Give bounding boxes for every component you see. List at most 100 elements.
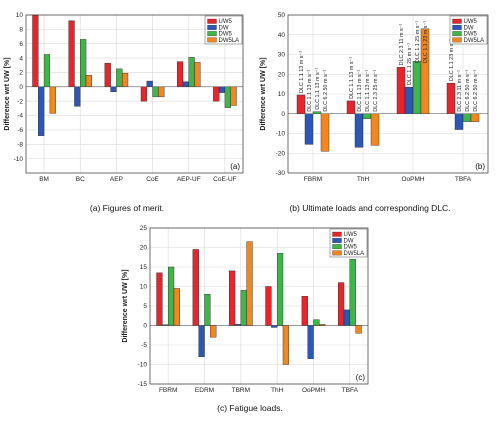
y-tick-label: 4: [19, 55, 23, 62]
y-tick-label: 5: [143, 303, 147, 310]
dlc-label: DLC 1.1 25 m s⁻¹: [407, 43, 413, 85]
dlc-label: DLC 1.1 13 m s⁻¹: [357, 69, 363, 111]
bar-dw5la-thh: [370, 113, 380, 146]
y-tick-label: 0: [281, 111, 285, 118]
y-axis-label: Difference wrt UW [%]: [260, 57, 267, 130]
y-tick-label: -10: [14, 156, 24, 163]
plot-frame: [287, 14, 489, 174]
bar-dw-oopmh: [307, 325, 314, 359]
bar-dw5-tbfa: [462, 113, 472, 122]
bar-uw5-oopmh: [301, 296, 308, 326]
legend-swatch-dw: [452, 25, 462, 30]
dlc-label: DLC 1.1 13 m s⁻¹: [307, 69, 313, 111]
dlc-label: DLC 1.1 13 m s⁻¹: [365, 69, 371, 111]
bar-dw5-edrm: [204, 294, 211, 326]
legend-swatch-dw5la: [452, 37, 462, 43]
bar-dw5la-tbfa: [355, 325, 362, 334]
bar-dw5la-coe-uf: [230, 86, 237, 106]
y-tick-label: -15: [138, 381, 148, 388]
x-tick-label: OoPMH: [401, 176, 424, 183]
legend-label-dw: DW: [344, 238, 354, 244]
y-tick-label: -8: [17, 141, 23, 148]
plot-frame: [25, 14, 244, 174]
y-tick-label: 40: [278, 32, 286, 39]
x-tick-label: AEP-UF: [177, 176, 201, 183]
y-tick-label: 30: [278, 52, 286, 59]
bar-dw-aep: [110, 86, 117, 93]
bar-uw5-aep-uf: [176, 61, 184, 88]
legend-label-uw5: UW5: [464, 19, 478, 25]
bar-dw-coe: [146, 80, 153, 88]
bar-uw5-fbrm: [156, 272, 163, 326]
x-tick-label: FBRM: [304, 176, 322, 183]
panel-letter: (a): [230, 162, 240, 171]
bar-dw5-tbfa: [349, 259, 356, 326]
y-axis-label: Difference wrt UW [%]: [4, 57, 11, 130]
bar-dw5-bc: [80, 39, 87, 88]
y-tick-label: 10: [278, 91, 286, 98]
bar-dw-tbfa: [343, 309, 351, 326]
panel-c-fatigue-loads: -15 -10 -5 0 5 10 15 20 25 FBRM EDRM TBRM ThH OoPMH TB…: [122, 225, 369, 394]
bar-dw5-coe: [152, 86, 159, 98]
bar-dw-edrm: [198, 325, 205, 357]
dlc-label: DLC 1.1 13 m s⁻¹: [349, 57, 355, 99]
bar-dw-bm: [38, 86, 45, 136]
y-tick-label: 10: [140, 284, 148, 291]
dlc-label: DLC 2.3 11 m s⁻¹: [457, 70, 463, 112]
x-tick-label: TBFA: [342, 387, 359, 394]
y-tick-label: -5: [141, 342, 147, 349]
bar-dw5la-aep-uf: [194, 62, 201, 88]
y-tick-label: 0: [143, 323, 147, 330]
bar-dw5la-aep: [122, 72, 129, 88]
legend-label-dw5: DW5: [464, 32, 478, 38]
bar-dw-thh: [354, 113, 364, 148]
dlc-label: DLC 1.1 23 m s⁻¹: [449, 39, 455, 81]
legend-label-dw5la: DW5LA: [464, 38, 485, 44]
dlc-label: DLC 6.2 50 m s⁻¹: [473, 69, 479, 111]
bar-uw5-fbrm: [296, 94, 306, 114]
y-tick-label: 2: [19, 70, 23, 77]
legend-swatch-dw5: [207, 31, 217, 37]
panel-letter: (b): [475, 162, 485, 171]
x-tick-label: BC: [76, 176, 85, 183]
bar-dw5la-edrm: [210, 325, 217, 338]
y-tick-label: 15: [140, 264, 148, 271]
bar-dw5-aep-uf: [188, 57, 195, 88]
bar-uw5-coe-uf: [213, 86, 220, 102]
bar-dw5-coe-uf: [224, 86, 231, 108]
bar-uw5-oopmh: [396, 67, 406, 114]
x-tick-label: BM: [39, 176, 49, 183]
legend-label-uw5: UW5: [219, 19, 233, 25]
bar-dw5-fbrm: [167, 266, 175, 326]
legend-swatch-dw5la: [207, 37, 217, 43]
panel-letter: (c): [356, 373, 366, 382]
x-tick-label: TBFA: [455, 176, 472, 183]
x-tick-label: CoE: [146, 176, 159, 183]
x-tick-label: CoE-UF: [213, 176, 237, 183]
x-tick-label: ThH: [357, 176, 370, 183]
bar-dw5la-bc: [85, 75, 93, 88]
bar-dw5la-thh: [282, 325, 289, 365]
y-tick-label: -30: [276, 170, 286, 177]
y-tick-label: -4: [17, 113, 23, 120]
y-tick-label: 20: [140, 245, 148, 252]
bar-dw5-oopmh: [412, 61, 422, 114]
y-tick-label: 20: [278, 71, 286, 78]
y-tick-label: -6: [17, 127, 23, 134]
legend-label-dw: DW: [219, 25, 229, 31]
bar-dw5-tbrm: [240, 290, 247, 326]
bar-dw5la-tbrm: [246, 241, 253, 326]
bar-dw5la-bm: [49, 86, 56, 114]
y-axis-label: Difference wrt UW [%]: [122, 269, 129, 342]
bar-uw5-tbrm: [229, 270, 236, 326]
dlc-label: DLC 6.2 50 m s⁻¹: [323, 69, 329, 111]
legend-label-uw5: UW5: [344, 232, 358, 238]
y-tick-label: 6: [19, 41, 23, 48]
bar-dw5la-fbrm: [173, 288, 180, 326]
x-tick-label: EDRM: [195, 387, 214, 394]
x-tick-label: OoPMH: [302, 387, 325, 394]
y-tick-label: 25: [140, 225, 148, 232]
bar-uw5-coe: [140, 86, 147, 102]
bar-dw-fbrm: [304, 113, 314, 145]
